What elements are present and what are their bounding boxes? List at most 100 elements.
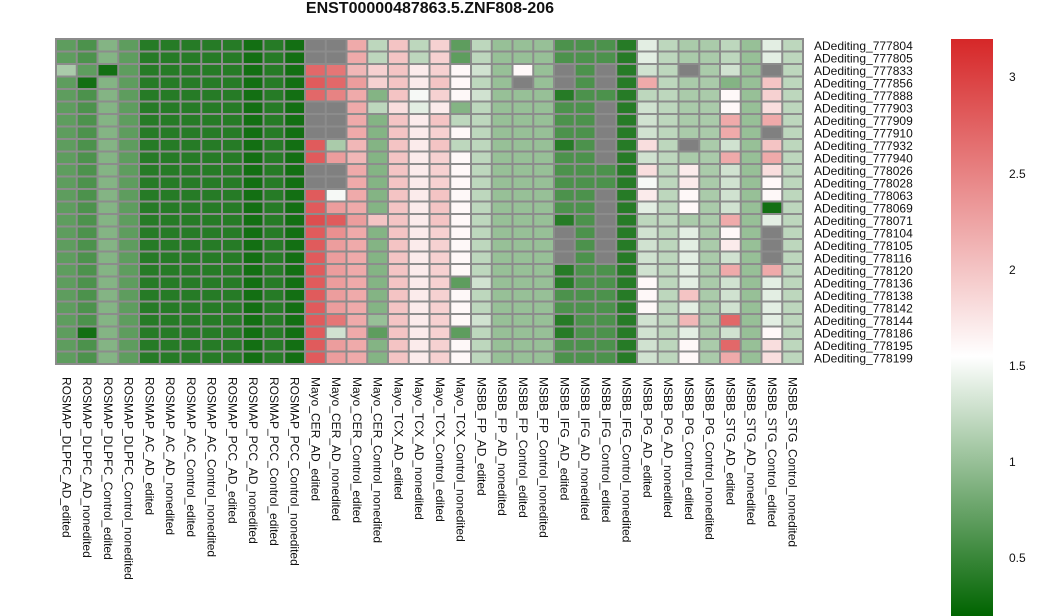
heatmap-cell <box>160 240 180 251</box>
heatmap-cell <box>762 240 782 251</box>
heatmap-cell <box>658 302 678 313</box>
heatmap-cell <box>77 152 97 163</box>
heatmap-cell <box>77 302 97 313</box>
heatmap-cell <box>77 252 97 263</box>
heatmap-cell <box>285 177 304 188</box>
heatmap-cell <box>326 115 346 126</box>
heatmap-cell <box>409 190 429 201</box>
row-label: ADediting_777856 <box>814 76 913 90</box>
heatmap-cell <box>389 252 408 263</box>
heatmap-cell <box>741 152 761 163</box>
heatmap-cell <box>119 190 138 201</box>
heatmap-cell <box>98 290 118 301</box>
heatmap-cell <box>721 240 740 251</box>
heatmap-cell <box>347 152 367 163</box>
heatmap-cell <box>285 90 304 101</box>
heatmap-cell <box>741 252 761 263</box>
heatmap-cell <box>534 277 553 288</box>
column-label: ROSMAP_AC_Control_nonedited <box>205 377 219 557</box>
heatmap-cell <box>98 177 118 188</box>
heatmap-cell <box>430 140 450 151</box>
heatmap-cell <box>658 65 678 76</box>
heatmap-cell <box>783 252 802 263</box>
heatmap-cell <box>430 152 450 163</box>
heatmap-cell <box>783 65 802 76</box>
heatmap-cell <box>596 77 616 88</box>
heatmap-cell <box>160 340 180 351</box>
column-label: Mayo_CER_AD_edited <box>308 377 322 501</box>
heatmap-cell <box>202 52 221 63</box>
heatmap-cell <box>140 252 159 263</box>
heatmap-cell <box>181 127 201 138</box>
heatmap-cell <box>264 302 284 313</box>
heatmap-cell <box>77 352 97 363</box>
heatmap-cell <box>555 65 574 76</box>
heatmap-cell <box>57 165 76 176</box>
heatmap-cell <box>534 52 553 63</box>
heatmap-cell <box>700 152 719 163</box>
heatmap-cell <box>306 340 325 351</box>
heatmap-cell <box>430 77 450 88</box>
heatmap-cell <box>347 315 367 326</box>
heatmap-cell <box>658 277 678 288</box>
heatmap-cell <box>451 102 470 113</box>
heatmap-cell <box>700 165 719 176</box>
heatmap-cell <box>181 340 201 351</box>
heatmap-cell <box>596 302 616 313</box>
heatmap-cell <box>575 227 595 238</box>
heatmap-cell <box>181 165 201 176</box>
heatmap-cell <box>202 302 221 313</box>
heatmap-cell <box>57 115 76 126</box>
heatmap-cell <box>679 102 699 113</box>
heatmap-cell <box>700 65 719 76</box>
heatmap-cell <box>596 177 616 188</box>
heatmap-cell <box>223 227 242 238</box>
heatmap-cell <box>243 340 263 351</box>
heatmap-cell <box>347 140 367 151</box>
heatmap-cell <box>326 327 346 338</box>
heatmap-cell <box>741 90 761 101</box>
heatmap-cell <box>409 127 429 138</box>
heatmap-cell <box>617 127 636 138</box>
heatmap-cell <box>513 102 533 113</box>
heatmap-cell <box>243 77 263 88</box>
column-label: MSBB_FP_Control_nonedited <box>537 377 551 538</box>
heatmap-cell <box>119 152 138 163</box>
heatmap-cell <box>472 177 491 188</box>
heatmap-cell <box>721 277 740 288</box>
heatmap-cell <box>762 315 782 326</box>
heatmap-cell <box>617 252 636 263</box>
heatmap-cell <box>409 152 429 163</box>
heatmap-cell <box>223 90 242 101</box>
heatmap-cell <box>492 252 512 263</box>
column-label: Mayo_CER_Control_nonedited <box>371 377 385 543</box>
heatmap-cell <box>77 227 97 238</box>
row-label: ADediting_778138 <box>814 289 913 303</box>
heatmap-cell <box>160 127 180 138</box>
heatmap-cell <box>368 315 387 326</box>
heatmap-cell <box>140 352 159 363</box>
heatmap-cell <box>57 77 76 88</box>
heatmap-cell <box>243 227 263 238</box>
column-label: Mayo_TCX_AD_nonedited <box>412 377 426 520</box>
row-label: ADediting_778069 <box>814 201 913 215</box>
heatmap-cell <box>721 140 740 151</box>
heatmap-cell <box>160 227 180 238</box>
heatmap-cell <box>119 290 138 301</box>
column-label: ROSMAP_AC_Control_edited <box>184 377 198 537</box>
heatmap-cell <box>679 202 699 213</box>
heatmap-cell <box>513 315 533 326</box>
heatmap-cell <box>57 277 76 288</box>
heatmap-cell <box>575 127 595 138</box>
heatmap-cell <box>77 177 97 188</box>
heatmap-cell <box>77 327 97 338</box>
heatmap-cell <box>409 215 429 226</box>
heatmap-cell <box>638 52 657 63</box>
heatmap-cell <box>472 227 491 238</box>
heatmap-cell <box>783 277 802 288</box>
heatmap-cell <box>513 115 533 126</box>
column-label: MSBB_STG_AD_nonedited <box>744 377 758 525</box>
heatmap-cell <box>223 52 242 63</box>
heatmap-cell <box>762 215 782 226</box>
heatmap-cell <box>285 115 304 126</box>
